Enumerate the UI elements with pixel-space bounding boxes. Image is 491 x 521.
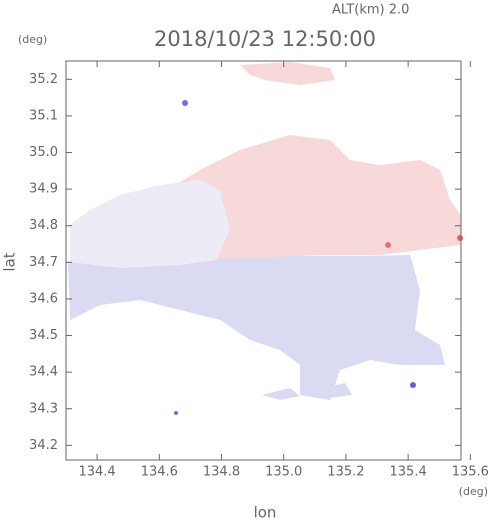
x-tick-label: 135.4: [390, 465, 427, 480]
negative-area: [262, 388, 300, 400]
echo-spot: [457, 235, 463, 241]
y-tick-label: 34.8: [29, 218, 58, 233]
y-tick-label: 34.9: [29, 182, 58, 197]
y-tick-label: 34.6: [29, 291, 58, 306]
y-tick-label: 34.3: [29, 401, 58, 416]
y-tick-label: 34.4: [29, 365, 58, 380]
x-axis-label: lon: [254, 504, 277, 521]
positive-area: [175, 135, 461, 262]
echo-spot: [385, 242, 391, 248]
echo-spot: [182, 100, 188, 106]
y-tick-label: 34.2: [29, 438, 58, 453]
y-tick-label: 35.1: [29, 108, 58, 123]
x-tick-label: 135.2: [327, 465, 364, 480]
x-unit: (deg): [459, 485, 488, 498]
altitude-label: ALT(km) 2.0: [332, 3, 409, 18]
plot-frame: [65, 60, 462, 461]
negative-area: [68, 255, 445, 400]
x-tick-label: 134.8: [203, 465, 240, 480]
velocity-field: [68, 62, 463, 415]
y-tick-label: 35.2: [29, 72, 58, 87]
y-tick-label: 35.0: [29, 145, 58, 160]
y-tick-label: 34.7: [29, 255, 58, 270]
x-tick-label: 135.0: [265, 465, 302, 480]
neutral-area: [70, 180, 230, 270]
x-tick-label: 134.6: [141, 465, 178, 480]
negative-area: [322, 383, 352, 398]
x-tick-label: 135.6: [452, 465, 489, 480]
echo-spot: [410, 382, 416, 388]
y-axis-label: lat: [1, 252, 19, 271]
y-unit: (deg): [18, 33, 47, 46]
x-tick-label: 134.4: [78, 465, 115, 480]
positive-area: [240, 62, 335, 85]
chart-title: 2018/10/23 12:50:00: [154, 27, 376, 51]
y-tick-label: 34.5: [29, 328, 58, 343]
echo-spot: [174, 411, 178, 415]
